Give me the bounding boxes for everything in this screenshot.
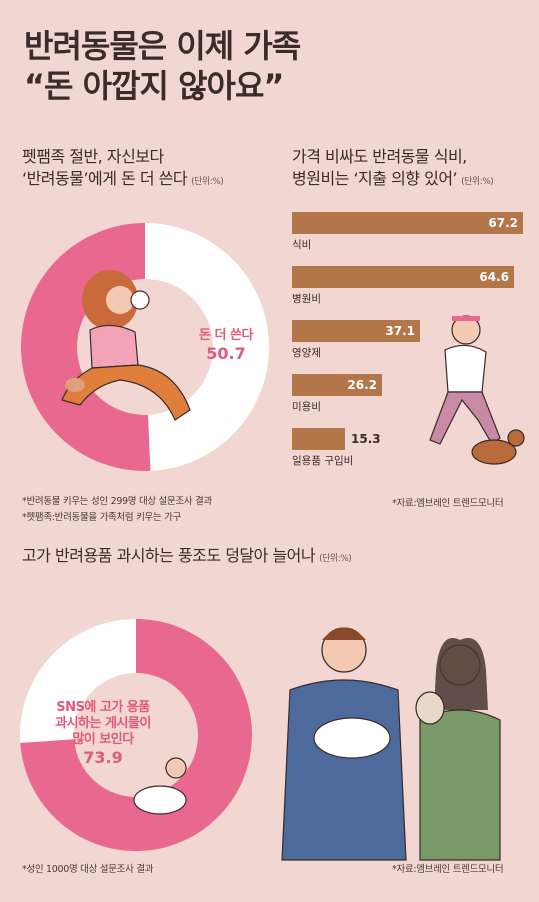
bar-3: [292, 374, 382, 396]
donut2-unit: (단위:%): [319, 554, 352, 564]
bar-4: [292, 428, 345, 450]
bar-value-0: 67.2: [488, 216, 518, 230]
donut2-center: SNS에 고가 용품 과시하는 게시물이 많이 보인다 73.9: [38, 700, 168, 767]
donut1-title-line-2-wrap: ‘반려동물’에게 돈 더 쓴다 (단위:%): [22, 168, 224, 193]
bar-title-line-1: 가격 비싸도 반려동물 식비,: [292, 147, 467, 166]
title-line-1: 반려동물은 이제 가족: [24, 27, 301, 65]
donut2-title: 고가 반려용품 과시하는 풍조도 덩달아 늘어나: [22, 546, 316, 565]
donut1-note-2: *펫팸족:반려동물을 가족처럼 키우는 가구: [22, 512, 181, 523]
donut1-note-1: *반려동물 키우는 성인 299명 대상 설문조사 결과: [22, 496, 212, 507]
bar-source: *자료:엠브레인 트렌드모니터: [392, 498, 504, 509]
bar-value-4: 15.3: [351, 432, 381, 446]
donut2-note: *성인 1000명 대상 설문조사 결과: [22, 864, 154, 875]
bar-value-1: 64.6: [479, 270, 509, 284]
donut1-center: 돈 더 쓴다 50.7: [186, 328, 266, 363]
donut2-label-line-3: 많이 보인다: [72, 732, 134, 747]
bar-label-4: 일용품 구입비: [292, 455, 354, 467]
donut2-label-line-1: SNS에 고가 용품: [56, 700, 150, 715]
bar-heading: 가격 비싸도 반려동물 식비, 병원비는 ‘지출 의향 있어’ (단위:%): [292, 146, 494, 193]
bar-label-1: 병원비: [292, 293, 321, 305]
donut2-source: *자료:엠브레인 트렌드모니터: [392, 864, 504, 875]
bar-label-0: 식비: [292, 239, 312, 251]
bar-value-3: 26.2: [347, 378, 377, 392]
bar-0: [292, 212, 523, 234]
bar-label-3: 미용비: [292, 401, 321, 413]
bar-label-2: 영양제: [292, 347, 321, 359]
donut1-slice-label: 돈 더 쓴다: [199, 328, 253, 343]
bar-title-line-2: 병원비는 ‘지출 의향 있어’: [292, 169, 458, 188]
donut2-slice-value: 73.9: [83, 748, 123, 767]
bar-value-2: 37.1: [385, 324, 415, 338]
donut1-unit: (단위:%): [191, 177, 224, 187]
bar-unit: (단위:%): [461, 177, 494, 187]
donut1-slice-main: [21, 223, 151, 471]
bar-1: [292, 266, 514, 288]
bar-title-line-2-wrap: 병원비는 ‘지출 의향 있어’ (단위:%): [292, 168, 494, 193]
donut1-heading: 펫팸족 절반, 자신보다 ‘반려동물’에게 돈 더 쓴다 (단위:%): [22, 146, 224, 193]
title-line-2: “돈 아깝지 않아요”: [24, 67, 284, 105]
donut1-slice-value: 50.7: [206, 344, 246, 363]
donut1-title-line-2: ‘반려동물’에게 돈 더 쓴다: [22, 169, 188, 188]
page-title: 반려동물은 이제 가족 “돈 아깝지 않아요”: [24, 26, 301, 106]
donut1-notes: *반려동물 키우는 성인 299명 대상 설문조사 결과 *펫팸족:반려동물을 …: [22, 494, 212, 526]
donut1-title-line-1: 펫팸족 절반, 자신보다: [22, 147, 164, 166]
donut2-label-line-2: 과시하는 게시물이: [55, 716, 151, 731]
donut2-heading: 고가 반려용품 과시하는 풍조도 덩달아 늘어나 (단위:%): [22, 545, 352, 570]
bar-2: [292, 320, 420, 342]
